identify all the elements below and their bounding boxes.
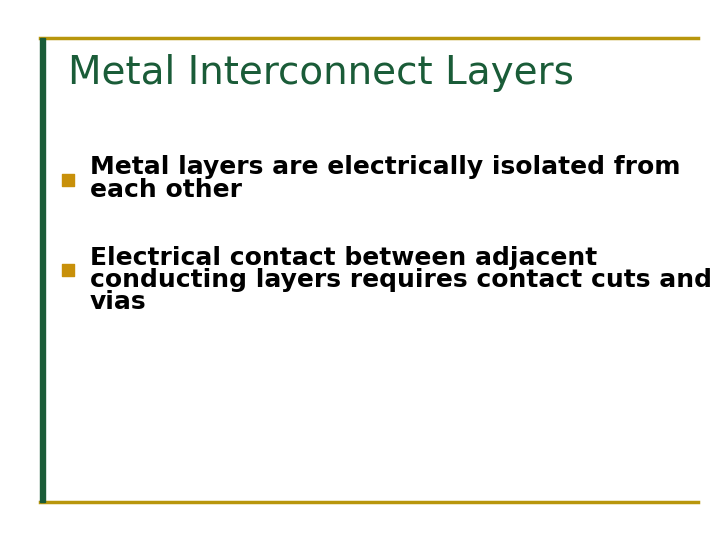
Point xyxy=(63,266,74,274)
Point xyxy=(63,175,74,184)
Text: each other: each other xyxy=(90,178,242,201)
Text: vias: vias xyxy=(90,291,147,314)
Bar xyxy=(40,38,45,502)
Text: Metal Interconnect Layers: Metal Interconnect Layers xyxy=(68,54,575,92)
Text: Metal layers are electrically isolated from: Metal layers are electrically isolated f… xyxy=(90,156,680,179)
Text: conducting layers requires contact cuts and: conducting layers requires contact cuts … xyxy=(90,268,712,292)
Text: Electrical contact between adjacent: Electrical contact between adjacent xyxy=(90,246,598,270)
